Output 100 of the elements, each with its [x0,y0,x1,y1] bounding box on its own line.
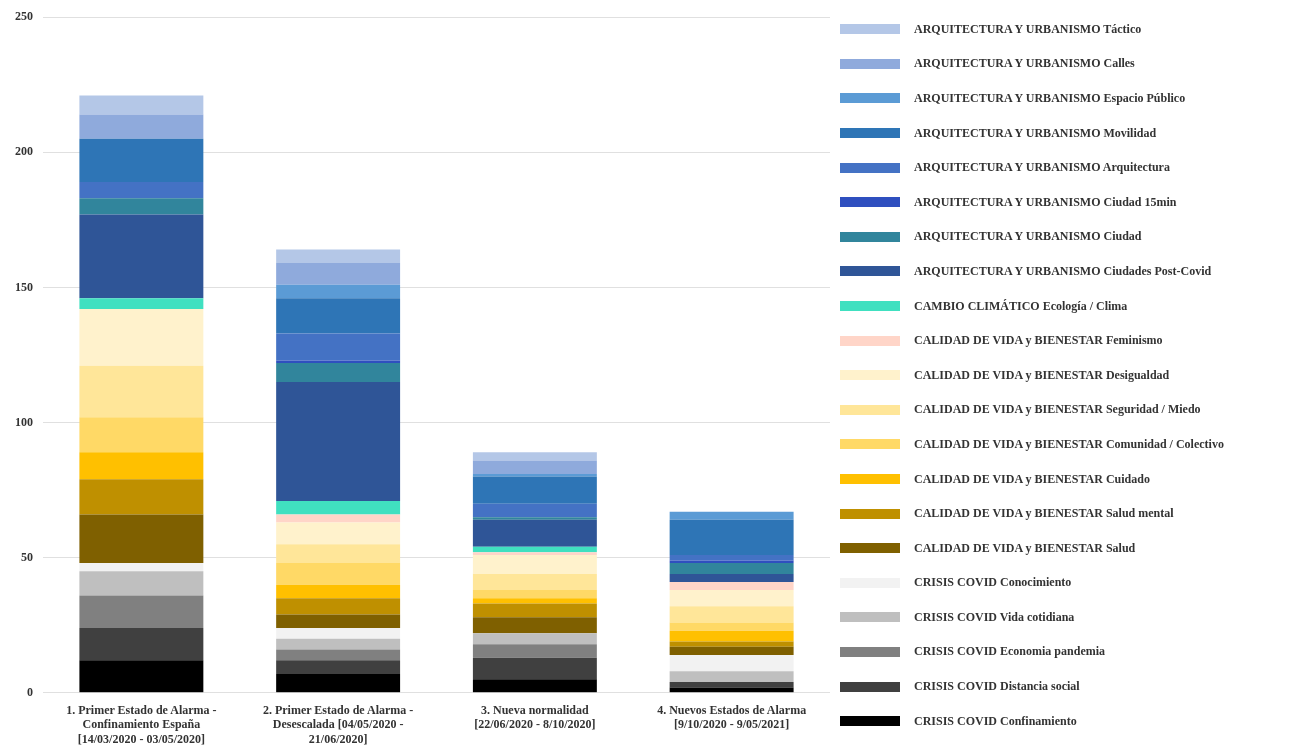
legend-label: CALIDAD DE VIDA y BIENESTAR Seguridad / Miedo [914,402,1201,418]
bar [472,452,597,461]
bar [472,617,597,634]
bar [472,554,597,574]
x-tick-label: 1. Primer Estado de Alarma - Confinamiento España [14/03/2020 - 03/05/2020] [66,703,217,746]
legend-label: ARQUITECTURA Y URBANISMO Táctico [914,21,1142,37]
y-tick-label: 250 [15,9,33,24]
legend-label: ARQUITECTURA Y URBANISMO Movilidad [914,125,1157,141]
bar [79,309,204,366]
bar [79,660,204,693]
bar [669,606,794,623]
legend-label: CALIDAD DE VIDA y BIENESTAR Salud mental [914,506,1174,522]
bar [276,649,401,661]
bar [472,633,597,645]
bar [669,582,794,591]
bar [276,522,401,545]
bar [79,571,204,596]
bar [276,382,401,501]
y-tick-label: 200 [15,144,33,159]
bar [276,363,401,383]
x-tick-label: 2. Primer Estado de Alarma - Desescalada [04/05/2020 - 21/06/2020] [262,703,414,746]
legend-label: CALIDAD DE VIDA y BIENESTAR Salud [914,540,1136,556]
bar [79,114,204,139]
bar [472,644,597,658]
y-tick-label: 100 [15,414,33,429]
bar [276,333,401,361]
bar [79,138,204,183]
bar [669,654,794,672]
bar [79,182,204,199]
bar [669,641,794,647]
bar [79,365,204,418]
bar [669,554,794,561]
legend-label: CRISIS COVID Conocimiento [914,575,1072,591]
legend-label: CALIDAD DE VIDA y BIENESTAR Desigualdad [914,367,1170,383]
bar [669,681,794,688]
bar [276,627,401,639]
y-tick-label: 50 [21,549,33,564]
bar [669,511,794,520]
legend-label: ARQUITECTURA Y URBANISMO Ciudad [914,229,1142,245]
bar [276,514,401,523]
legend-label: CRISIS COVID Confinamiento [914,713,1077,729]
bar [472,657,597,680]
bar [79,298,204,310]
bar [276,563,401,585]
bar [79,417,204,453]
bar [669,563,794,574]
bar [472,519,597,547]
bar [276,500,401,515]
bar [276,598,401,615]
bar [79,595,204,628]
bar [669,573,794,582]
legend-label: ARQUITECTURA Y URBANISMO Calles [914,56,1135,72]
legend-label: CALIDAD DE VIDA y BIENESTAR Feminismo [914,333,1163,349]
bar [79,214,204,299]
bar [276,614,401,628]
bar [472,603,597,618]
bar [276,638,401,650]
bar [79,95,204,115]
bar [276,298,401,334]
bar [472,517,597,520]
bar [79,563,204,572]
bar [472,552,597,555]
bar [79,514,204,564]
bar [79,627,204,661]
bar [472,460,597,474]
bar [472,476,597,504]
bar [669,590,794,607]
bar [276,360,401,364]
legend-label: ARQUITECTURA Y URBANISMO Ciudades Post-Covid [914,263,1212,279]
bar [472,679,597,693]
bar [276,249,401,264]
bar [276,544,401,564]
legend-label: CAMBIO CLIMÁTICO Ecología / Clima [914,298,1128,314]
bar [79,452,204,480]
legend-label: CALIDAD DE VIDA y BIENESTAR Comunidad / Colectivo [914,436,1224,452]
bar [276,284,401,299]
legend-label: ARQUITECTURA Y URBANISMO Arquitectura [914,160,1170,176]
legend-label: ARQUITECTURA Y URBANISMO Ciudad 15min [914,194,1177,210]
bar [472,473,597,477]
bar [669,519,794,555]
x-tick-label: 3. Nueva normalidad [22/06/2020 - 8/10/2020] [474,703,596,732]
legend-label: CRISIS COVID Distancia social [914,679,1080,695]
legend-label: CALIDAD DE VIDA y BIENESTAR Cuidado [914,471,1150,487]
bar [276,263,401,285]
bar [669,560,794,564]
bar [472,573,597,591]
legend-label: ARQUITECTURA Y URBANISMO Espacio Público [914,90,1186,106]
legend-label: CRISIS COVID Vida cotidiana [914,609,1075,625]
bar [669,630,794,642]
bar [472,590,597,599]
x-tick-label: 4. Nuevos Estados de Alarma [9/10/2020 - 9/05/2021] [657,703,807,732]
y-tick-label: 150 [15,279,33,294]
bar [79,479,204,515]
y-tick-label: 0 [27,684,33,699]
bar [79,198,204,215]
bar [669,622,794,631]
bar [276,673,401,693]
bar [276,584,401,599]
bar [472,546,597,553]
bar [669,671,794,682]
